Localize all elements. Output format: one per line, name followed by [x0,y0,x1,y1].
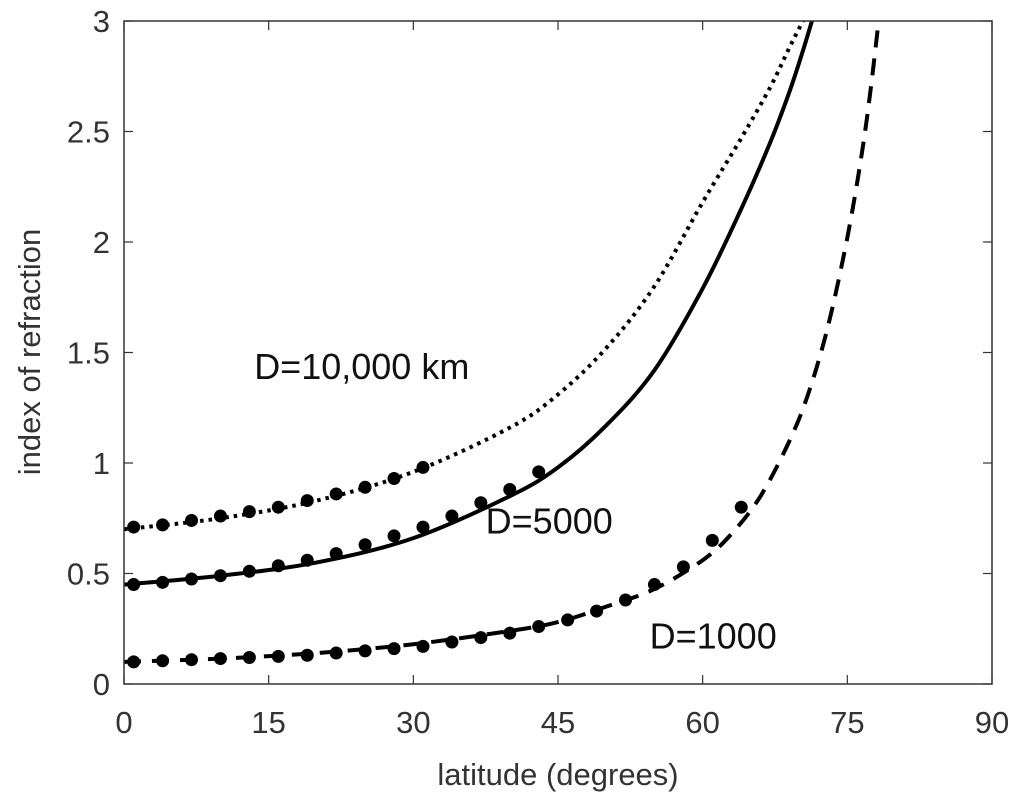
y-tick-label-0: 0 [93,667,110,702]
series-4-point-6 [300,553,314,567]
x-tick-label-1: 15 [251,705,285,740]
series-5-point-14 [532,620,546,634]
series-4-point-11 [445,509,459,523]
plot-area [124,21,992,684]
series-3-point-7 [329,487,343,501]
annotations-layer: D=10,000 km D=5000 D=1000 [254,346,777,657]
series-5-point-21 [734,500,748,514]
series-4-point-2 [185,572,199,586]
annotation-1: D=5000 [486,501,613,542]
x-axis-title: latitude (degrees) [437,757,678,792]
series-5-point-19 [676,560,690,574]
series-3-point-1 [156,518,170,532]
y-tick-label-4: 2 [93,225,110,260]
series-5-point-7 [329,646,343,660]
series-3-point-5 [271,500,285,514]
series-5-point-13 [503,626,517,640]
curves-layer [124,21,881,664]
series-4-point-8 [358,538,372,552]
markers-layer [127,460,748,669]
series-4-point-4 [242,564,256,578]
y-tick-label-5: 2.5 [67,115,110,150]
annotation-2: D=1000 [650,616,777,657]
y-tick-label-6: 3 [93,4,110,39]
series-5-point-16 [590,604,604,618]
series-4-point-10 [416,520,430,534]
series-5-point-8 [358,644,372,658]
series-5-point-15 [561,613,575,627]
series-3-point-6 [300,494,314,508]
series-5-point-12 [474,631,488,645]
series-4-point-5 [271,559,285,573]
series-5-point-17 [619,593,633,607]
x-tick-label-6: 90 [975,705,1009,740]
series-4-point-3 [213,569,227,583]
series-4-point-0 [127,578,141,592]
series-3-point-4 [242,505,256,519]
series-5-point-20 [705,533,719,547]
series-4-point-14 [532,465,546,479]
series-5-point-4 [242,650,256,664]
x-tick-label-3: 45 [541,705,575,740]
x-tick-label-4: 60 [685,705,719,740]
series-3-point-8 [358,480,372,494]
series-2-dashed-line [124,21,881,664]
series-4-point-1 [156,575,170,589]
series-4-point-12 [474,496,488,510]
series-5-point-1 [156,654,170,668]
x-tick-label-5: 75 [830,705,864,740]
series-5-point-6 [300,648,314,662]
y-tick-label-1: 0.5 [67,557,110,592]
series-4-point-13 [503,483,517,497]
series-1-solid-line [124,21,814,587]
ticks-layer: 0 15 30 45 60 75 90 0 0.5 1 1.5 2 2.5 3 [67,4,1009,740]
x-tick-label-0: 0 [115,705,132,740]
annotation-0: D=10,000 km [254,346,469,387]
series-5-point-18 [647,578,661,592]
series-4-point-7 [329,547,343,561]
series-5-point-10 [416,639,430,653]
y-tick-label-3: 1.5 [67,336,110,371]
series-5-point-0 [127,655,141,669]
series-5-point-2 [185,653,199,667]
series-5-point-9 [387,642,401,656]
series-4-point-9 [387,529,401,543]
series-3-point-2 [185,513,199,527]
series-3-point-3 [213,509,227,523]
x-tick-label-2: 30 [396,705,430,740]
series-3-point-10 [416,460,430,474]
y-tick-label-2: 1 [93,446,110,481]
series-3-point-0 [127,520,141,534]
series-3-point-9 [387,471,401,485]
series-5-point-5 [271,649,285,663]
series-5-point-11 [445,635,459,649]
y-axis-title: index of refraction [12,229,47,475]
series-5-point-3 [213,652,227,666]
